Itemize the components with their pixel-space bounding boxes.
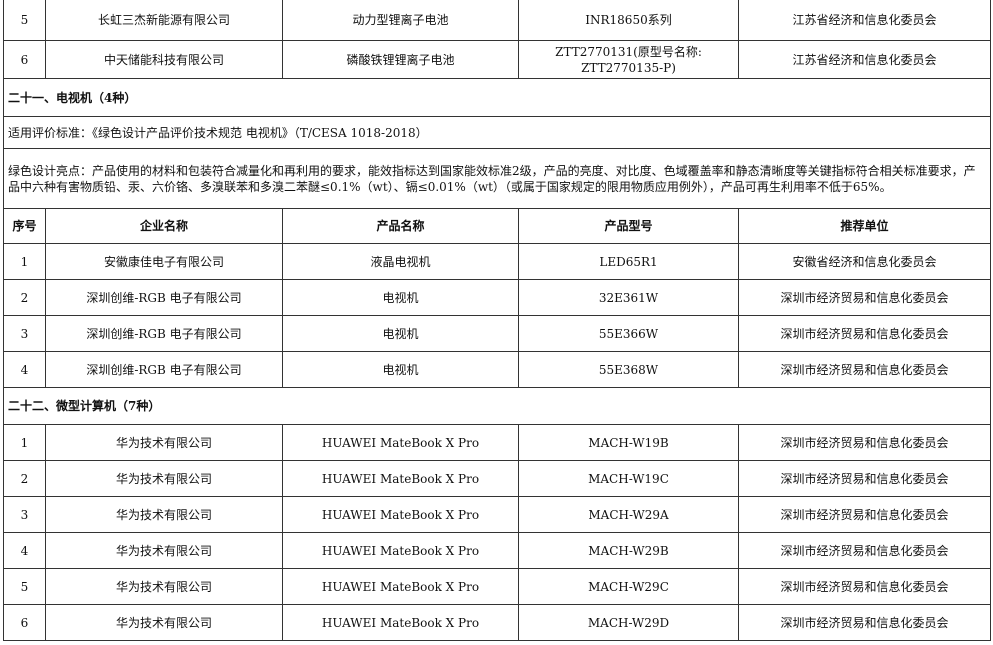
table-row: 1 华为技术有限公司 HUAWEI MateBook X Pro MACH-W19B 深… [3, 424, 991, 461]
cell-model: ZTT2770131(原型号名称: ZTT2770135-P) [518, 40, 739, 79]
cell-product: 产品名称 [282, 208, 519, 244]
cell-no: 5 [3, 0, 46, 41]
cell-model: 55E368W [518, 351, 739, 388]
section-title-pc: 二十二、微型计算机（7种） [3, 387, 991, 425]
product-table: 5 长虹三杰新能源有限公司 动力型锂离子电池 INR18650系列 江苏省经济和信息化委… [3, 0, 991, 641]
cell-unit: 深圳市经济贸易和信息化委员会 [738, 424, 991, 461]
cell-product: HUAWEI MateBook X Pro [282, 532, 519, 569]
table-row: 6 华为技术有限公司 HUAWEI MateBook X Pro MACH-W29D 深… [3, 604, 991, 641]
cell-company: 长虹三杰新能源有限公司 [45, 0, 283, 41]
table-row: 序号 企业名称 产品名称 产品型号 推荐单位 [3, 208, 991, 244]
cell-model: MACH-W29B [518, 532, 739, 569]
table-row: 3 华为技术有限公司 HUAWEI MateBook X Pro MACH-W29A 深… [3, 496, 991, 533]
cell-model: MACH-W29C [518, 568, 739, 605]
cell-company: 华为技术有限公司 [45, 496, 283, 533]
cell-model: 55E366W [518, 315, 739, 352]
cell-no: 2 [3, 460, 46, 497]
cell-company: 深圳创维-RGB 电子有限公司 [45, 315, 283, 352]
cell-unit: 深圳市经济贸易和信息化委员会 [738, 351, 991, 388]
cell-company: 华为技术有限公司 [45, 460, 283, 497]
cell-company: 安徽康佳电子有限公司 [45, 243, 283, 280]
table-row: 2 深圳创维-RGB 电子有限公司 电视机 32E361W 深圳市经济贸易和信息化委员会 [3, 279, 991, 316]
cell-model: MACH-W29A [518, 496, 739, 533]
cell-company: 深圳创维-RGB 电子有限公司 [45, 279, 283, 316]
cell-no: 4 [3, 532, 46, 569]
cell-unit: 推荐单位 [738, 208, 991, 244]
cell-unit: 深圳市经济贸易和信息化委员会 [738, 532, 991, 569]
standard-text: 适用评价标准：《绿色设计产品评价技术规范 电视机》（T/CESA 1018-20… [3, 116, 991, 149]
cell-company: 深圳创维-RGB 电子有限公司 [45, 351, 283, 388]
cell-product: 液晶电视机 [282, 243, 519, 280]
section-title-tv: 二十一、电视机（4种） [3, 78, 991, 117]
cell-no: 6 [3, 604, 46, 641]
cell-no: 2 [3, 279, 46, 316]
cell-no: 3 [3, 315, 46, 352]
cell-no: 4 [3, 351, 46, 388]
cell-company: 华为技术有限公司 [45, 424, 283, 461]
cell-product: 电视机 [282, 279, 519, 316]
table-row: 5 华为技术有限公司 HUAWEI MateBook X Pro MACH-W29C 深… [3, 568, 991, 605]
table-row: 4 华为技术有限公司 HUAWEI MateBook X Pro MACH-W29B 深… [3, 532, 991, 569]
cell-model: MACH-W19B [518, 424, 739, 461]
table-row: 5 长虹三杰新能源有限公司 动力型锂离子电池 INR18650系列 江苏省经济和信息化委… [3, 0, 991, 41]
cell-unit: 深圳市经济贸易和信息化委员会 [738, 460, 991, 497]
cell-company: 华为技术有限公司 [45, 532, 283, 569]
cell-no: 序号 [3, 208, 46, 244]
table-row: 6 中天储能科技有限公司 磷酸铁锂锂离子电池 ZTT2770131(原型号名称: ZT… [3, 40, 991, 79]
cell-no: 1 [3, 243, 46, 280]
cell-company: 华为技术有限公司 [45, 568, 283, 605]
table-row: 2 华为技术有限公司 HUAWEI MateBook X Pro MACH-W19C 深… [3, 460, 991, 497]
cell-unit: 深圳市经济贸易和信息化委员会 [738, 496, 991, 533]
cell-unit: 安徽省经济和信息化委员会 [738, 243, 991, 280]
cell-model: 产品型号 [518, 208, 739, 244]
cell-company: 中天储能科技有限公司 [45, 40, 283, 79]
cell-no: 6 [3, 40, 46, 79]
cell-unit: 深圳市经济贸易和信息化委员会 [738, 315, 991, 352]
cell-product: HUAWEI MateBook X Pro [282, 424, 519, 461]
cell-no: 3 [3, 496, 46, 533]
cell-product: 磷酸铁锂锂离子电池 [282, 40, 519, 79]
cell-model: 32E361W [518, 279, 739, 316]
cell-unit: 深圳市经济贸易和信息化委员会 [738, 568, 991, 605]
cell-company: 华为技术有限公司 [45, 604, 283, 641]
cell-product: 动力型锂离子电池 [282, 0, 519, 41]
table-row: 3 深圳创维-RGB 电子有限公司 电视机 55E366W 深圳市经济贸易和信息化委员会 [3, 315, 991, 352]
cell-unit: 深圳市经济贸易和信息化委员会 [738, 604, 991, 641]
cell-product: 电视机 [282, 351, 519, 388]
cell-product: 电视机 [282, 315, 519, 352]
cell-no: 1 [3, 424, 46, 461]
cell-unit: 江苏省经济和信息化委员会 [738, 40, 991, 79]
cell-no: 5 [3, 568, 46, 605]
cell-unit: 深圳市经济贸易和信息化委员会 [738, 279, 991, 316]
cell-model: MACH-W29D [518, 604, 739, 641]
cell-model: INR18650系列 [518, 0, 739, 41]
table-row: 4 深圳创维-RGB 电子有限公司 电视机 55E368W 深圳市经济贸易和信息化委员会 [3, 351, 991, 388]
cell-company: 企业名称 [45, 208, 283, 244]
cell-product: HUAWEI MateBook X Pro [282, 460, 519, 497]
cell-product: HUAWEI MateBook X Pro [282, 496, 519, 533]
cell-model: MACH-W19C [518, 460, 739, 497]
cell-unit: 江苏省经济和信息化委员会 [738, 0, 991, 41]
cell-product: HUAWEI MateBook X Pro [282, 568, 519, 605]
table-row: 1 安徽康佳电子有限公司 液晶电视机 LED65R1 安徽省经济和信息化委员会 [3, 243, 991, 280]
cell-product: HUAWEI MateBook X Pro [282, 604, 519, 641]
highlights-text: 绿色设计亮点：产品使用的材料和包装符合减量化和再利用的要求，能效指标达到国家能效… [3, 148, 991, 209]
cell-model: LED65R1 [518, 243, 739, 280]
